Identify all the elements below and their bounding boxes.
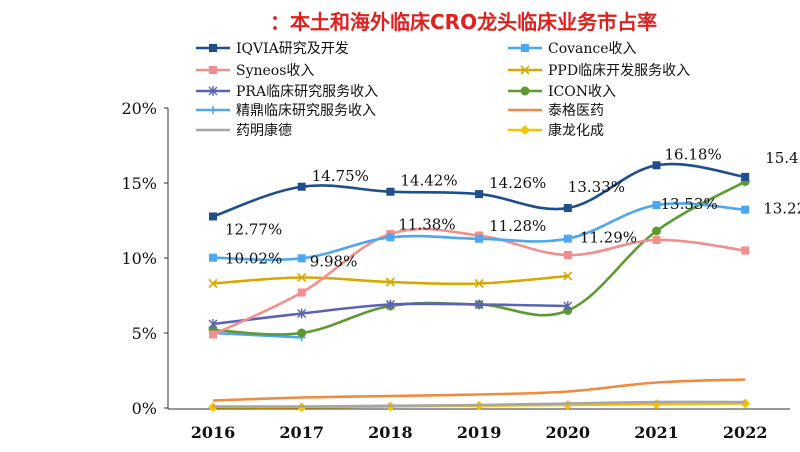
legend-label: 泰格医药 bbox=[548, 103, 604, 119]
x-tick-label: 2022 bbox=[723, 423, 768, 442]
x-tick-label: 2019 bbox=[457, 423, 502, 442]
data-point bbox=[386, 187, 395, 196]
legend-item: 康龙化成 bbox=[508, 122, 604, 139]
data-point bbox=[652, 201, 661, 210]
data-point bbox=[297, 182, 306, 191]
series-4 bbox=[208, 299, 573, 329]
data-point bbox=[209, 330, 217, 339]
data-point bbox=[741, 205, 750, 214]
legend-label: ICON收入 bbox=[548, 84, 616, 100]
legend-item: Syneos收入 bbox=[196, 63, 314, 79]
data-label: 13.53% bbox=[661, 195, 718, 213]
series-7 bbox=[212, 378, 746, 402]
data-point bbox=[521, 44, 529, 52]
data-point bbox=[520, 65, 530, 75]
data-point bbox=[475, 190, 484, 199]
legend-label: 康龙化成 bbox=[548, 122, 604, 139]
y-tick-label: 15% bbox=[121, 174, 157, 193]
data-point bbox=[475, 234, 484, 243]
data-point bbox=[652, 236, 661, 244]
legend-label: PPD临床开发服务收入 bbox=[548, 63, 690, 79]
data-point bbox=[740, 398, 751, 409]
x-tick-label: 2020 bbox=[546, 423, 591, 442]
series-line bbox=[212, 227, 746, 336]
data-point bbox=[385, 299, 395, 310]
legend-item: ICON收入 bbox=[508, 84, 616, 100]
legend-item: PPD临床开发服务收入 bbox=[508, 63, 690, 79]
data-point bbox=[297, 272, 307, 283]
legend-label: Covance收入 bbox=[548, 41, 637, 57]
y-tick-label: 0% bbox=[132, 399, 157, 418]
legend-item: IQVIA研究及开发 bbox=[196, 41, 349, 57]
data-point bbox=[209, 44, 217, 52]
y-tick-label: 10% bbox=[121, 249, 157, 268]
data-point bbox=[386, 233, 395, 242]
legend-label: IQVIA研究及开发 bbox=[236, 41, 349, 57]
series-0 bbox=[209, 161, 750, 221]
legend-item: 泰格医药 bbox=[508, 103, 604, 119]
data-point bbox=[520, 125, 530, 135]
x-tick-label: 2018 bbox=[368, 423, 413, 442]
data-point bbox=[297, 328, 307, 338]
data-label: 11.29% bbox=[580, 229, 637, 247]
data-point bbox=[209, 212, 217, 221]
data-point bbox=[385, 277, 395, 287]
legend-label: 药明康德 bbox=[236, 122, 292, 139]
legend-label: Syneos收入 bbox=[236, 63, 314, 79]
data-label: 11.28% bbox=[489, 217, 546, 235]
data-point bbox=[208, 319, 218, 329]
data-point bbox=[652, 226, 661, 236]
chart-title: ：本土和海外临床CRO龙头临床业务市占率 bbox=[270, 10, 658, 34]
data-point bbox=[741, 246, 750, 255]
series-line bbox=[212, 400, 746, 408]
data-label: 13.22% bbox=[763, 200, 800, 218]
legend-item: 药明康德 bbox=[196, 122, 292, 139]
data-point bbox=[297, 308, 307, 319]
data-point bbox=[208, 278, 218, 289]
data-point bbox=[741, 172, 750, 181]
series-line bbox=[212, 331, 302, 339]
legend-item: PRA临床研究服务收入 bbox=[196, 84, 378, 100]
data-point bbox=[209, 253, 217, 262]
data-label: 12.77% bbox=[225, 220, 282, 238]
data-point bbox=[474, 299, 484, 310]
data-label: 14.42% bbox=[400, 172, 457, 190]
data-point bbox=[297, 254, 306, 263]
data-label: 14.26% bbox=[489, 174, 546, 192]
data-label: 10.02% bbox=[225, 250, 282, 268]
x-tick-label: 2016 bbox=[191, 423, 236, 442]
data-label: 14.75% bbox=[312, 167, 369, 185]
data-point bbox=[563, 234, 572, 243]
legend-item: Covance收入 bbox=[508, 41, 637, 57]
series-line bbox=[212, 378, 746, 402]
y-tick-label: 5% bbox=[132, 324, 157, 343]
data-label: 13.33% bbox=[568, 178, 625, 196]
data-point bbox=[520, 86, 530, 96]
series-8 bbox=[212, 400, 746, 408]
y-tick-label: 20% bbox=[121, 99, 157, 118]
data-point bbox=[474, 278, 484, 289]
series-3 bbox=[208, 271, 573, 289]
x-tick-label: 2017 bbox=[279, 423, 324, 442]
data-point bbox=[297, 288, 306, 297]
x-tick-label: 2021 bbox=[634, 423, 679, 442]
data-point bbox=[563, 204, 572, 213]
data-label: 9.98% bbox=[310, 252, 358, 270]
data-label: 15.41% bbox=[765, 149, 800, 167]
legend-label: 精鼎临床研究服务收入 bbox=[236, 103, 376, 119]
data-point bbox=[209, 106, 217, 114]
data-label: 16.18% bbox=[665, 145, 722, 163]
data-point bbox=[208, 86, 218, 96]
data-point bbox=[652, 161, 661, 170]
data-point bbox=[209, 66, 217, 74]
data-point bbox=[563, 301, 573, 311]
legend-item: 精鼎临床研究服务收入 bbox=[196, 103, 376, 119]
series-1 bbox=[209, 201, 750, 263]
data-point bbox=[563, 251, 572, 259]
legend-label: PRA临床研究服务收入 bbox=[236, 84, 378, 100]
data-label: 11.38% bbox=[398, 215, 455, 233]
data-point bbox=[563, 271, 573, 281]
